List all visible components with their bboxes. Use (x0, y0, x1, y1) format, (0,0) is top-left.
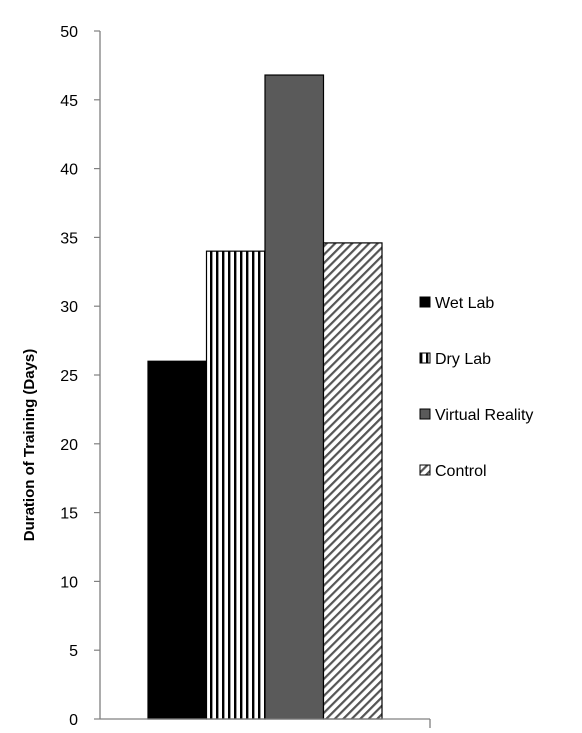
legend-label-dry-lab: Dry Lab (435, 351, 491, 368)
y-tick-label-4: 20 (60, 437, 78, 454)
axes (99, 31, 431, 728)
bars (147, 74, 383, 720)
y-tick-label-2: 10 (60, 574, 78, 591)
y-tick-label-5: 25 (60, 368, 78, 385)
legend-label-wet-lab: Wet Lab (435, 295, 494, 312)
y-tick-label-6: 30 (60, 299, 78, 316)
legend: Wet Lab Dry Lab Virtual Reality Control (419, 295, 533, 480)
legend-swatch-control (419, 464, 431, 476)
y-tick-label-0: 0 (69, 712, 78, 728)
y-tick-label-3: 15 (60, 506, 78, 523)
legend-swatch-dry-lab (419, 352, 431, 364)
legend-label-control: Control (435, 463, 487, 480)
y-tick-label-7: 35 (60, 230, 78, 247)
bar-virtual-reality (264, 74, 325, 720)
bar-dry-lab (205, 250, 266, 720)
legend-label-virtual-reality: Virtual Reality (435, 407, 533, 424)
y-tick-label-8: 40 (60, 162, 78, 179)
y-tick-label-1: 5 (69, 643, 78, 660)
legend-swatch-virtual-reality (419, 408, 431, 420)
bar-control (322, 242, 383, 720)
y-axis-title: Duration of Training (Days) (21, 349, 38, 542)
bar-wet-lab (147, 360, 208, 720)
y-tick-label-10: 50 (60, 24, 78, 41)
legend-swatch-wet-lab (419, 296, 431, 308)
y-tick-label-9: 45 (60, 93, 78, 110)
y-axis-ticks: 0 5 10 15 20 25 30 35 40 45 50 (60, 24, 100, 729)
